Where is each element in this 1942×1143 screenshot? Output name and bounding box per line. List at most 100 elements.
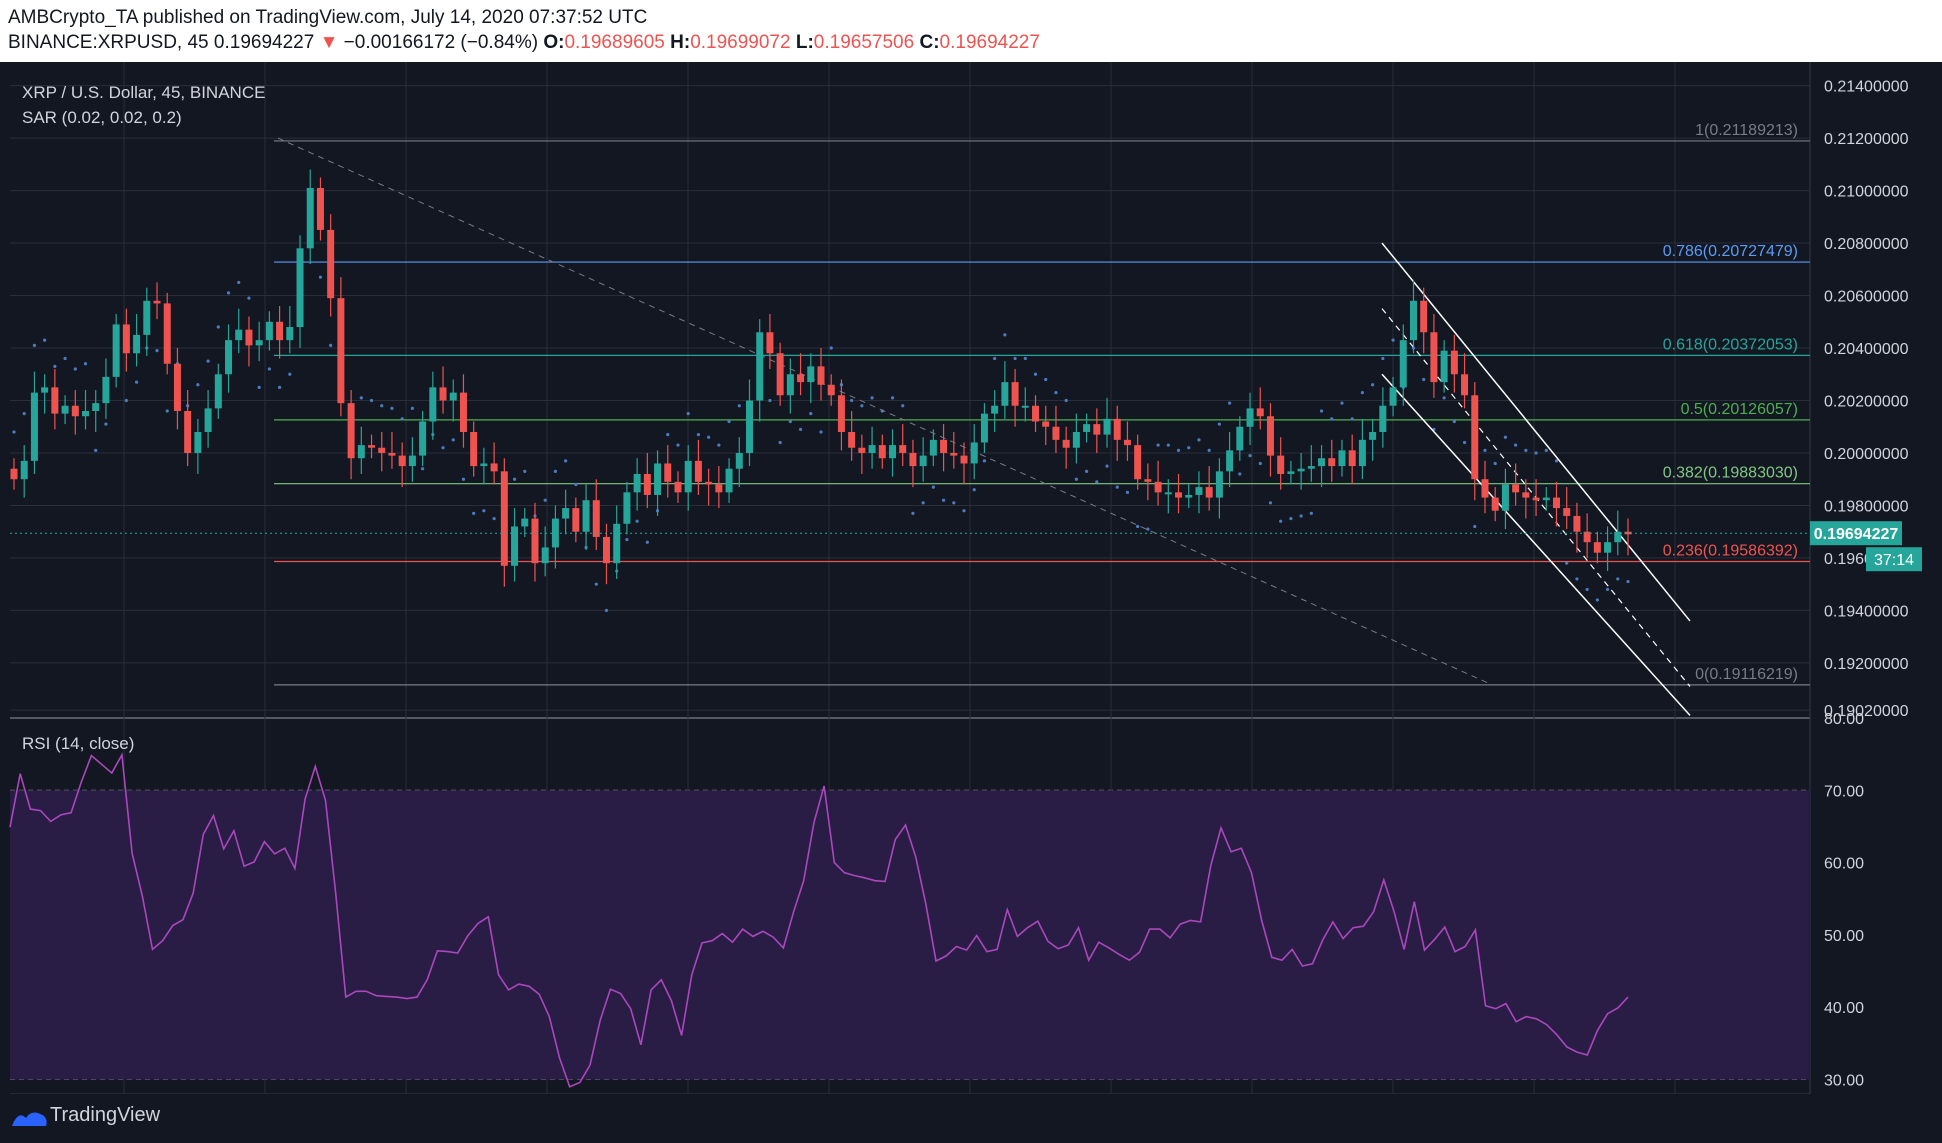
candle-body <box>602 536 610 564</box>
candle-body <box>102 376 110 404</box>
sar-dot <box>1074 477 1078 481</box>
candle-body <box>1164 492 1172 495</box>
candle-body <box>797 374 805 383</box>
sar-dot <box>1616 577 1620 581</box>
sar-dot <box>461 477 466 481</box>
sar-dot <box>277 385 282 389</box>
candle-body <box>1246 408 1254 427</box>
sar-dot <box>829 346 833 350</box>
candle-body <box>848 431 856 448</box>
price-tick-label: 0.20200000 <box>1824 393 1909 410</box>
open-value: 0.19689605 <box>564 32 665 53</box>
sar-dot <box>104 422 108 426</box>
sar-dot <box>1473 524 1477 529</box>
sar-dot <box>1595 598 1599 602</box>
sar-dot <box>1289 516 1293 521</box>
sar-dot <box>247 296 251 300</box>
candle-body <box>786 374 794 396</box>
candle-body <box>633 473 641 493</box>
sar-dot <box>1136 524 1140 529</box>
candle-body <box>889 445 897 459</box>
candle-body <box>245 329 253 346</box>
candle-body <box>1134 445 1142 480</box>
candle-body <box>592 500 600 537</box>
publish-info: AMBCrypto_TA published on TradingView.co… <box>8 7 648 28</box>
candle-body <box>439 387 447 401</box>
sar-dot <box>1268 501 1273 505</box>
candle-body <box>1348 450 1356 467</box>
sar-dot <box>1176 448 1181 452</box>
sar-dot <box>83 362 88 366</box>
sar-dot <box>982 459 987 463</box>
candle-body <box>276 321 284 341</box>
candle-body <box>1614 531 1622 543</box>
candle-body <box>1542 497 1550 501</box>
sar-dot <box>1279 519 1283 523</box>
candle-body <box>459 392 467 432</box>
sar-dot <box>1360 391 1365 395</box>
candle-body <box>500 471 508 566</box>
sar-dot <box>768 398 772 403</box>
sar-dot <box>1544 448 1548 452</box>
sar-dot <box>267 367 271 371</box>
candle-body <box>1042 421 1050 427</box>
sar-dot <box>564 459 568 463</box>
sar-dot <box>901 404 905 408</box>
candle-body <box>1399 340 1407 388</box>
candle-body <box>286 327 294 341</box>
candle-body <box>1205 487 1213 498</box>
sar-dot <box>1391 338 1395 342</box>
sar-dot <box>1156 443 1160 447</box>
sar-dot <box>1309 511 1313 515</box>
countdown-label: 37:14 <box>1874 552 1914 569</box>
candle-body <box>756 332 764 401</box>
candles <box>10 169 1632 587</box>
candle-body <box>562 508 570 519</box>
candle-body <box>296 248 304 328</box>
candle-body <box>1021 405 1029 408</box>
candle-body <box>327 229 335 299</box>
main-chart-title: XRP / U.S. Dollar, 45, BINANCE <box>22 83 265 102</box>
candle-body <box>1266 416 1274 456</box>
high-label: H: <box>670 32 691 53</box>
candle-body <box>92 403 100 411</box>
low-value: 0.19657506 <box>813 32 915 53</box>
candle-body <box>194 431 202 453</box>
sar-dot <box>1524 448 1528 452</box>
candle-body <box>184 410 192 453</box>
sar-dot <box>441 446 445 450</box>
fib-level-label: 0(0.19116219) <box>1695 666 1798 683</box>
sar-dot <box>1626 579 1630 584</box>
candle-body <box>766 332 774 354</box>
candle-body <box>837 395 845 432</box>
channel-lower <box>1381 373 1691 716</box>
candle-body <box>449 392 457 401</box>
price-tick-label: 0.20000000 <box>1824 446 1909 463</box>
sar-dot <box>1146 527 1150 531</box>
candle-body <box>1481 479 1489 498</box>
sar-dot <box>1125 490 1130 494</box>
candle-body <box>82 410 90 417</box>
sar-dot <box>941 498 946 502</box>
sar-dot <box>1207 448 1211 452</box>
candle-body <box>1552 497 1560 509</box>
candle-body <box>235 329 243 341</box>
sar-dot <box>329 343 333 347</box>
sar-dot <box>707 435 711 439</box>
chart-header: AMBCrypto_TA published on TradingView.co… <box>0 0 1942 62</box>
candle-body <box>1083 424 1091 432</box>
candle-body <box>225 340 233 375</box>
candle-body <box>1256 408 1264 417</box>
candle-body <box>1471 395 1479 480</box>
candle-body <box>623 492 631 524</box>
candle-body <box>1450 350 1458 375</box>
candle-body <box>980 413 988 443</box>
sar-dot <box>666 433 670 437</box>
sar-dot <box>196 383 200 387</box>
candle-body <box>143 300 151 335</box>
sar-dot <box>1554 459 1559 463</box>
sar-dot <box>472 511 476 515</box>
sar-dot <box>1452 419 1456 424</box>
candle-body <box>1154 481 1162 493</box>
